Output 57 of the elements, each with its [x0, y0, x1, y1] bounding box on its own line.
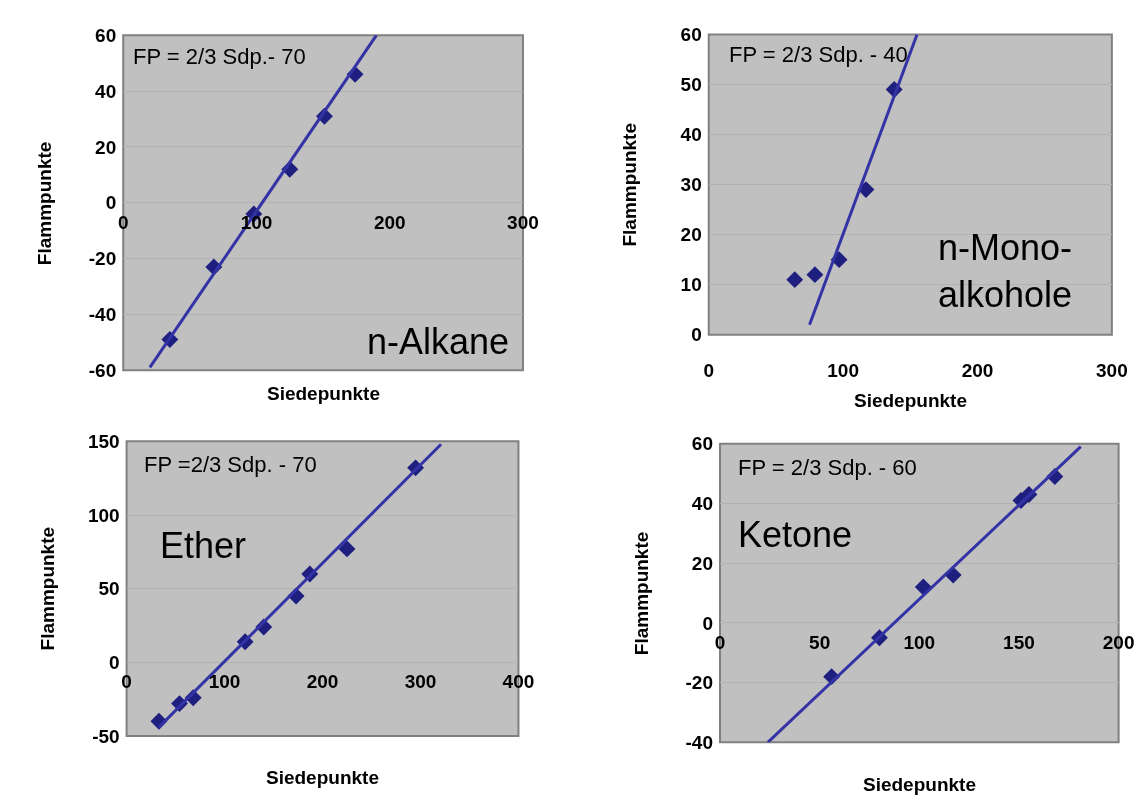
y-tick-label: 0	[105, 192, 117, 214]
y-tick-label: 40	[680, 124, 702, 146]
y-axis-title: Flammpunkte	[619, 122, 641, 247]
y-tick-label: 40	[95, 80, 117, 102]
point	[806, 266, 824, 284]
y-tick-label: 20	[680, 224, 702, 246]
annotation: Ketone	[738, 514, 853, 555]
annotation: n-Alkane	[367, 321, 510, 362]
y-tick-label: 60	[95, 24, 117, 46]
x-tick-label: 50	[809, 631, 831, 653]
y-tick-label: 0	[109, 651, 120, 673]
y-tick-label: 100	[87, 504, 120, 526]
y-tick-label: 10	[680, 274, 702, 296]
annotation: FP =2/3 Sdp. - 70	[144, 452, 317, 477]
y-tick-label: 150	[87, 430, 120, 452]
x-tick-label: 300	[404, 671, 437, 693]
y-tick-label: 0	[691, 324, 702, 346]
y-axis-title: Flammpunkte	[33, 141, 55, 266]
x-axis-title: Siedepunkte	[854, 390, 967, 411]
point	[786, 271, 804, 289]
y-axis-title: Flammpunkte	[631, 531, 653, 656]
y-tick-label: 50	[680, 74, 702, 96]
y-axis-title: Flammpunkte	[37, 526, 59, 651]
y-tick-label: 20	[691, 552, 714, 574]
y-tick-label: -60	[88, 359, 117, 381]
y-tick-label: 20	[95, 136, 117, 158]
x-tick-label: 100	[208, 671, 241, 693]
x-tick-label: 300	[507, 211, 539, 233]
y-tick-label: 30	[680, 174, 702, 196]
annotation: n-Mono- alkohole	[938, 227, 1073, 315]
x-axis-title: Siedepunkte	[267, 383, 380, 404]
annotation: FP = 2/3 Sdp. - 40	[729, 42, 908, 67]
x-tick-label: 100	[827, 359, 859, 381]
x-tick-label: 150	[1003, 631, 1035, 653]
x-tick-label: 300	[1096, 359, 1128, 381]
y-tick-label: -20	[88, 248, 117, 270]
annotation: FP = 2/3 Sdp. - 60	[738, 455, 917, 480]
annotation: FP = 2/3 Sdp.- 70	[133, 44, 306, 69]
y-tick-label: -40	[88, 304, 117, 326]
y-tick-label: 60	[691, 433, 714, 455]
y-tick-label: 50	[98, 578, 120, 600]
x-tick-label: 100	[903, 631, 936, 653]
y-tick-label: -40	[685, 731, 714, 753]
x-tick-label: 400	[502, 671, 535, 693]
x-tick-label: 200	[306, 671, 339, 693]
y-tick-label: 60	[680, 24, 702, 46]
y-tick-label: -50	[92, 725, 120, 747]
point	[338, 540, 356, 558]
x-tick-label: 200	[373, 211, 406, 233]
annotation: Ether	[160, 525, 247, 566]
x-tick-label: 200	[1102, 631, 1135, 653]
x-axis-title: Siedepunkte	[266, 767, 379, 788]
y-tick-label: 0	[702, 612, 714, 634]
x-tick-label: 200	[961, 359, 994, 381]
x-axis-title: Siedepunkte	[863, 774, 976, 795]
y-tick-label: 40	[691, 493, 714, 515]
y-tick-label: -20	[685, 672, 714, 694]
